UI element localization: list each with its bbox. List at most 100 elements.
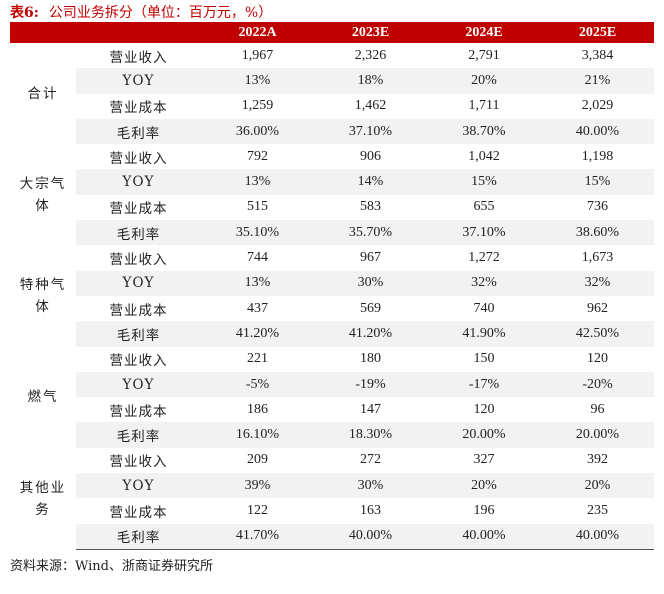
value-cell: 583 [360,199,381,215]
metric-label: 营业成本 [109,201,168,218]
value-cell: -17% [427,371,541,398]
table-row: 毛利率 35.10% 35.70% 37.10% 38.60% [10,220,654,246]
table-title: 表6: 公司业务拆分（单位：百万元，%） [10,3,272,23]
value-cell: -5% [201,371,314,398]
value-cell: 1,462 [354,98,387,114]
value-cell: 1,711 [468,98,500,114]
value-cell: 96 [590,401,605,417]
value-cell: 20.00% [541,422,654,448]
value-cell: 120 [473,401,495,417]
value-cell: 967 [360,250,381,266]
metric-label: 毛利率 [76,523,201,550]
value-cell: 32% [541,270,654,296]
metric-label: 毛利率 [76,422,201,448]
value-cell: 15% [541,169,654,195]
value-cell: 327 [473,452,495,468]
table-row: 合计 营业收入 1,967 2,326 2,791 3,384 [10,43,654,145]
value-cell: 392 [587,452,608,468]
value-cell: 40.00% [541,523,654,550]
table-row: 营业成本 515 583 655 736 [10,195,654,220]
value-cell: 13% [201,270,314,296]
metric-label: YOY [76,169,201,195]
table-row: YOY 13% 30% 32% 32% [10,270,654,296]
value-cell: 1,673 [581,250,614,266]
header-year-2025e: 2025E [541,22,654,43]
value-cell: 196 [473,502,495,518]
metric-label: 毛利率 [76,220,201,246]
value-cell: 39% [201,473,314,499]
value-cell: 515 [247,199,268,215]
value-cell: 962 [587,300,608,316]
header-cell [76,22,201,43]
table-row: 毛利率 41.20% 41.20% 41.90% 42.50% [10,321,654,347]
value-cell: 740 [473,300,495,316]
metric-label: 营业成本 [109,100,168,117]
value-cell: 2,029 [581,98,614,114]
value-cell: 38.70% [427,118,541,145]
table-row: YOY 39% 30% 20% 20% [10,473,654,499]
value-cell: 30% [314,473,427,499]
table-row: 毛利率 41.70% 40.00% 40.00% 40.00% [10,523,654,550]
value-cell: -19% [314,371,427,398]
value-cell: 13% [201,169,314,195]
table-row: 营业成本 122 163 196 235 [10,498,654,523]
header-year-2024e: 2024E [427,22,541,43]
value-cell: 120 [587,351,608,367]
value-cell: 122 [247,502,268,518]
value-cell: 40.00% [314,523,427,550]
header-year-2022a: 2022A [201,22,314,43]
value-cell: 15% [427,169,541,195]
table-row: 特种气体 营业收入 744 967 1,272 1,673 [10,245,654,347]
value-cell: 18% [314,68,427,94]
value-cell: 20% [427,68,541,94]
value-cell: 2,791 [468,47,500,63]
value-cell: 41.70% [201,523,314,550]
header-row: 2022A 2023E 2024E 2025E [10,22,654,43]
value-cell: 655 [473,199,495,215]
header-year-2023e: 2023E [314,22,427,43]
value-cell: 35.10% [201,220,314,246]
value-cell: 40.00% [427,523,541,550]
value-cell: 13% [201,68,314,94]
metric-label: 营业成本 [109,403,168,420]
segment-name: 特种气体 [10,245,76,347]
header-cell [10,22,76,43]
value-cell: 14% [314,169,427,195]
metric-label: 营业收入 [109,353,168,370]
value-cell: 272 [360,452,381,468]
table-row: YOY 13% 14% 15% 15% [10,169,654,195]
segment-name: 合计 [10,43,76,145]
value-cell: 36.00% [201,118,314,145]
value-cell: 221 [247,351,268,367]
value-cell: 235 [587,502,608,518]
table-row: 毛利率 36.00% 37.10% 38.70% 40.00% [10,118,654,145]
value-cell: 40.00% [541,118,654,145]
table-caption: 公司业务拆分（单位：百万元，%） [48,5,273,21]
value-cell: 792 [247,148,268,164]
value-cell: 30% [314,270,427,296]
table-row: 燃气 营业收入 221 180 150 120 [10,346,654,448]
value-cell: 569 [360,300,381,316]
table-row: 大宗气体 营业收入 792 906 1,042 1,198 [10,144,654,246]
value-cell: 41.90% [427,321,541,347]
value-cell: 41.20% [314,321,427,347]
table-row: 其他业务 营业收入 209 272 327 392 [10,447,654,550]
metric-label: YOY [76,68,201,94]
value-cell: 20% [541,473,654,499]
metric-label: 营业收入 [109,252,168,269]
metric-label: YOY [76,473,201,499]
value-cell: 32% [427,270,541,296]
table-row: 营业成本 437 569 740 962 [10,296,654,321]
table-row: 营业成本 186 147 120 96 [10,397,654,422]
value-cell: -20% [541,371,654,398]
value-cell: 2,326 [354,47,387,63]
value-cell: 21% [541,68,654,94]
metric-label: 营业成本 [109,504,168,521]
table-row: YOY -5% -19% -17% -20% [10,371,654,398]
value-cell: 209 [247,452,268,468]
value-cell: 180 [360,351,381,367]
metric-label: 营业收入 [109,454,168,471]
table-row: 毛利率 16.10% 18.30% 20.00% 20.00% [10,422,654,448]
value-cell: 1,272 [468,250,500,266]
value-cell: 906 [360,148,381,164]
